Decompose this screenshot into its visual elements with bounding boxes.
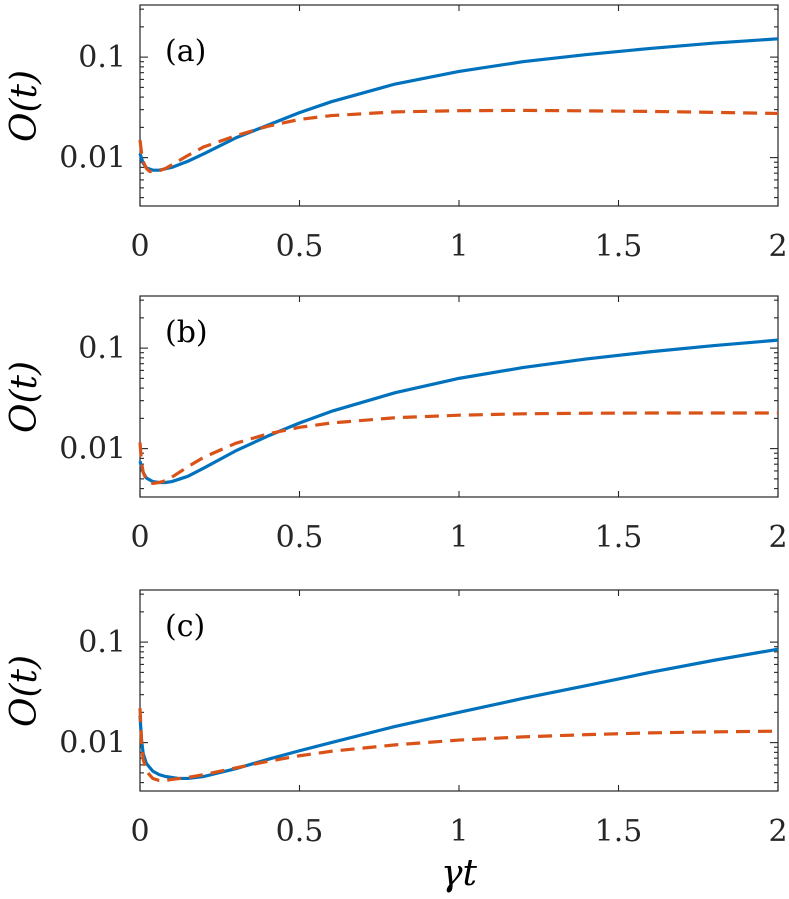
- series-layer-a: [138, 37, 779, 174]
- y-axis-label-c: O(t): [4, 655, 45, 727]
- x-tick-label: 2: [768, 520, 787, 555]
- ticks-c: 0 0.5 1 1.5 2 0.01 0.1: [59, 590, 788, 849]
- x-tick-label: 2: [768, 229, 787, 264]
- x-tick-label: 2: [768, 814, 787, 849]
- plot-frame-b: [139, 295, 779, 498]
- y-tick-label: 0.01: [59, 141, 126, 176]
- y-tick-label: 0.01: [59, 726, 126, 761]
- panel-label-c: (c): [165, 609, 205, 644]
- panel-a: (a) 0 0.5 1 1.5 2 0.01 0.1: [59, 4, 788, 264]
- plot-frame-a: [139, 4, 779, 207]
- panel-b: (b) 0 0.5 1 1.5 2 0.01 0.1: [59, 295, 788, 555]
- x-tick-label: 1: [449, 814, 468, 849]
- series-layer-b: [138, 338, 779, 486]
- series-line-dashed: [138, 708, 779, 783]
- series-layer-c: [138, 647, 779, 783]
- series-line-solid: [138, 37, 779, 172]
- x-tick-label: 0.5: [276, 229, 324, 264]
- y-axis-label-b: O(t): [4, 361, 45, 433]
- ticks-a: 0 0.5 1 1.5 2 0.01 0.1: [59, 5, 788, 264]
- x-tick-label: 0: [130, 814, 149, 849]
- panel-label-b: (b): [165, 315, 208, 350]
- y-tick-label: 0.1: [78, 331, 126, 366]
- y-tick-label: 0.1: [78, 625, 126, 660]
- y-tick-label: 0.1: [78, 40, 126, 75]
- x-tick-label: 1.5: [595, 814, 643, 849]
- x-tick-label: 1.5: [595, 229, 643, 264]
- x-tick-label: 1: [449, 229, 468, 264]
- panel-label-a: (a): [165, 34, 206, 69]
- series-line-dashed: [138, 411, 778, 486]
- y-axis-label-a: O(t): [4, 70, 45, 142]
- panel-c: (c) 0 0.5 1 1.5 2 0.01 0.1: [59, 589, 788, 849]
- y-tick-label: 0.01: [59, 432, 126, 467]
- x-tick-label: 1.5: [595, 520, 643, 555]
- series-line-solid: [138, 338, 779, 485]
- x-axis-label: γt: [441, 853, 478, 894]
- x-tick-label: 0.5: [276, 814, 324, 849]
- ticks-b: 0 0.5 1 1.5 2 0.01 0.1: [59, 296, 788, 555]
- plot-frame-c: [139, 589, 779, 792]
- x-tick-label: 0: [130, 229, 149, 264]
- series-line-solid: [138, 647, 779, 781]
- x-tick-label: 0.5: [276, 520, 324, 555]
- x-tick-label: 0: [130, 520, 149, 555]
- series-line-dashed: [138, 108, 779, 174]
- x-tick-label: 1: [449, 520, 468, 555]
